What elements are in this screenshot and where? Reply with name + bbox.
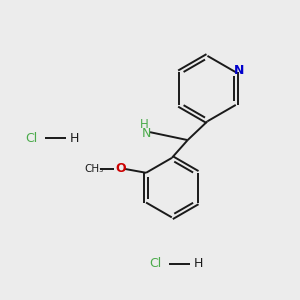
Text: O: O [115, 162, 126, 175]
Text: Cl: Cl [149, 257, 161, 270]
Text: H: H [194, 257, 203, 270]
Text: N: N [234, 64, 244, 77]
Text: CH₃: CH₃ [84, 164, 103, 174]
Text: Cl: Cl [25, 132, 37, 145]
Text: H: H [70, 132, 80, 145]
Text: H: H [140, 118, 148, 131]
Text: N: N [141, 127, 151, 140]
